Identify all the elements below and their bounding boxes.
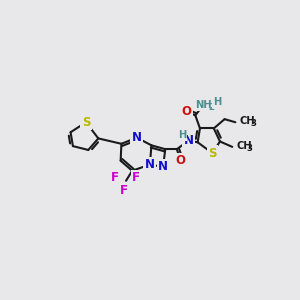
Text: S: S <box>82 116 90 129</box>
Text: 3: 3 <box>250 119 256 128</box>
Text: F: F <box>120 184 128 196</box>
Text: H: H <box>213 97 221 107</box>
Text: H: H <box>178 130 186 140</box>
Text: S: S <box>208 146 217 160</box>
Text: N: N <box>158 160 168 173</box>
Text: N: N <box>183 134 194 147</box>
Text: CH: CH <box>236 141 252 151</box>
Text: 3: 3 <box>246 144 252 153</box>
Text: O: O <box>176 154 186 167</box>
Text: CH: CH <box>240 116 256 127</box>
Text: 2: 2 <box>208 103 214 112</box>
Text: N: N <box>145 158 155 171</box>
Text: S: S <box>82 116 90 129</box>
Text: F: F <box>132 171 140 184</box>
Text: F: F <box>110 171 118 184</box>
Text: NH: NH <box>195 100 211 110</box>
Text: O: O <box>181 105 191 118</box>
Text: N: N <box>132 131 142 144</box>
